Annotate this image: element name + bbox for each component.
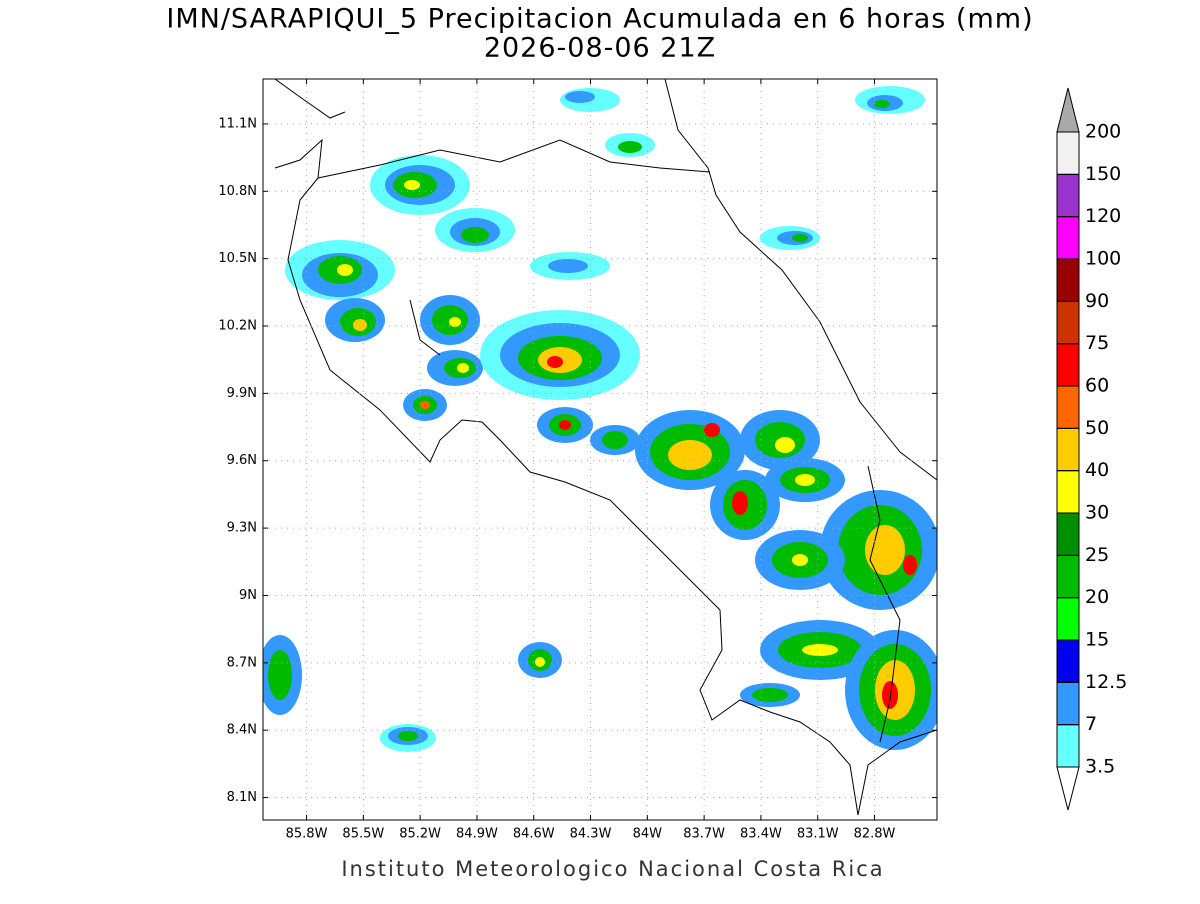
title: IMN/SARAPIQUI_5 Precipitacion Acumulada … bbox=[166, 4, 1033, 35]
colorbar-under bbox=[1056, 766, 1080, 811]
colorbar-box bbox=[1056, 385, 1080, 429]
rain-cell bbox=[435, 208, 515, 252]
colorbar-over bbox=[1056, 87, 1080, 133]
rain-cell bbox=[855, 86, 925, 114]
rain-cell bbox=[605, 133, 655, 157]
colorbar-box bbox=[1056, 724, 1080, 768]
colorbar-box bbox=[1056, 300, 1080, 345]
rain-cell bbox=[590, 425, 640, 455]
colorbar-box bbox=[1056, 470, 1080, 514]
colorbar-box bbox=[1056, 681, 1080, 726]
x-tick-label: 84W bbox=[633, 827, 663, 842]
colorbar-box bbox=[1056, 258, 1080, 302]
rain-cell bbox=[765, 458, 845, 502]
coastlines bbox=[274, 79, 937, 816]
rain-cell bbox=[370, 155, 470, 215]
rain-cell bbox=[420, 295, 480, 345]
colorbar-label: 100 bbox=[1085, 248, 1121, 270]
colorbar-label: 200 bbox=[1085, 121, 1121, 143]
colorbar-box bbox=[1056, 639, 1080, 683]
y-tick-label: 10.5N bbox=[218, 251, 257, 266]
colorbar-box bbox=[1056, 597, 1080, 641]
colorbar-box bbox=[1056, 131, 1080, 175]
colorbar-label: 30 bbox=[1085, 502, 1109, 524]
y-tick-label: 9.9N bbox=[227, 386, 257, 401]
colorbar-label: 150 bbox=[1085, 163, 1121, 185]
colorbar-label: 60 bbox=[1085, 375, 1109, 397]
subtitle: 2026-08-06 21Z bbox=[484, 33, 716, 64]
colorbar-label: 15 bbox=[1085, 629, 1109, 651]
y-tick-label: 9.6N bbox=[227, 453, 257, 468]
rain-cell bbox=[740, 410, 820, 470]
y-tick-label: 10.2N bbox=[218, 319, 257, 334]
precipitation-field bbox=[263, 86, 937, 752]
colorbar-label: 12.5 bbox=[1085, 671, 1127, 693]
colorbar-label: 25 bbox=[1085, 544, 1109, 566]
y-tick-label: 8.7N bbox=[227, 655, 257, 670]
colorbar-box bbox=[1056, 512, 1080, 556]
rain-cell bbox=[480, 310, 640, 400]
x-tick-label: 84.3W bbox=[570, 827, 612, 842]
x-tick-label: 82.8W bbox=[854, 827, 896, 842]
rain-cell bbox=[427, 350, 483, 386]
rain-cell bbox=[820, 490, 937, 610]
colorbar-label: 20 bbox=[1085, 586, 1109, 608]
credit: Instituto Meteorologico Nacional Costa R… bbox=[341, 857, 884, 881]
colorbar-label: 7 bbox=[1085, 713, 1097, 735]
rain-cell bbox=[560, 88, 620, 112]
x-tick-label: 83.4W bbox=[740, 827, 782, 842]
x-tick-label: 85.8W bbox=[286, 827, 328, 842]
colorbar-label: 75 bbox=[1085, 332, 1109, 354]
rain-cell bbox=[710, 470, 780, 540]
rain-cell bbox=[380, 724, 436, 752]
x-tick-label: 85.2W bbox=[399, 827, 441, 842]
y-tick-label: 11.1N bbox=[218, 116, 257, 131]
rain-cell bbox=[403, 389, 447, 421]
colorbar-box bbox=[1056, 554, 1080, 599]
x-tick-label: 83.1W bbox=[797, 827, 839, 842]
y-tick-label: 9.3N bbox=[227, 521, 257, 536]
x-tick-label: 85.5W bbox=[342, 827, 384, 842]
rain-cell bbox=[530, 252, 610, 280]
colorbar-label: 90 bbox=[1085, 290, 1109, 312]
rain-cell bbox=[518, 642, 562, 678]
x-tick-label: 84.9W bbox=[456, 827, 498, 842]
y-tick-label: 8.1N bbox=[227, 790, 257, 805]
colorbar-label: 3.5 bbox=[1085, 756, 1115, 778]
colorbar-label: 50 bbox=[1085, 417, 1109, 439]
y-tick-label: 10.8N bbox=[218, 184, 257, 199]
x-tick-label: 83.7W bbox=[683, 827, 725, 842]
colorbar-box bbox=[1056, 427, 1080, 472]
colorbar-label: 120 bbox=[1085, 205, 1121, 227]
rain-cell bbox=[755, 530, 845, 590]
rain-cell bbox=[263, 635, 302, 715]
rain-cell bbox=[325, 298, 385, 342]
x-tick-label: 84.6W bbox=[513, 827, 555, 842]
colorbar-box bbox=[1056, 173, 1080, 218]
rain-cell bbox=[285, 240, 395, 300]
y-tick-label: 9N bbox=[239, 588, 257, 603]
colorbar-label: 40 bbox=[1085, 459, 1109, 481]
rain-cell bbox=[635, 410, 745, 490]
colorbar-box bbox=[1056, 216, 1080, 260]
y-tick-label: 8.4N bbox=[227, 723, 257, 738]
rain-cell bbox=[760, 226, 820, 250]
rain-cell bbox=[537, 407, 593, 443]
colorbar-box bbox=[1056, 343, 1080, 387]
map-frame bbox=[262, 78, 938, 821]
